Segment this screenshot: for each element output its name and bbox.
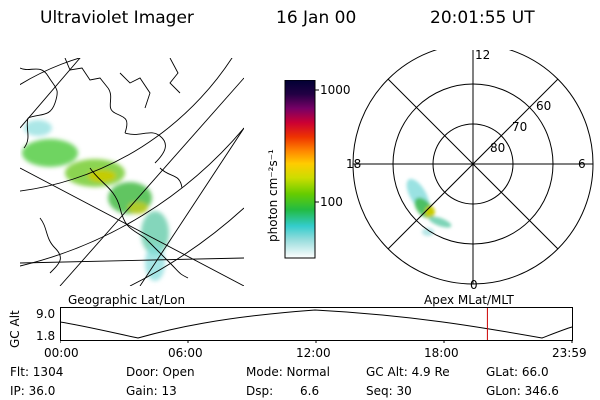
altitude-ytick-9: 9.0: [36, 307, 56, 321]
xtick-1800: 18:00: [424, 346, 459, 360]
info-ip: IP: 36.0: [10, 384, 56, 398]
info-gain: Gain: 13: [126, 384, 177, 398]
projection-label-right: Apex MLat/MLT: [424, 293, 514, 307]
info-glon: GLon: 346.6: [486, 384, 559, 398]
instrument-title: Ultraviolet Imager: [40, 8, 194, 28]
info-seq: Seq: 30: [366, 384, 412, 398]
info-flt: Flt: 1304: [10, 365, 64, 379]
altitude-ytick-1.8: 1.8: [36, 329, 56, 343]
coastlines: [20, 58, 189, 279]
mlt-label-12: 12: [475, 48, 491, 62]
altitude-curve: [60, 309, 573, 339]
aurora-swath: [22, 120, 169, 281]
polar-grid: [352, 50, 594, 285]
altitude-plot: [60, 307, 573, 343]
geographic-map: [20, 58, 244, 286]
mlt-label-18: 18: [346, 157, 362, 171]
colorbar-tick-100: 100: [320, 195, 343, 209]
projection-label-left: Geographic Lat/Lon: [68, 293, 186, 307]
colorbar-unit-label: photon cm⁻²s⁻¹: [266, 149, 280, 242]
colorbar: [284, 80, 319, 259]
xtick-0000: 00:00: [44, 346, 79, 360]
polar-plot: [352, 50, 594, 285]
mlt-label-6: 6: [578, 157, 586, 171]
time-label: 20:01:55 UT: [430, 8, 535, 28]
altitude-ylabel: GC Alt: [8, 310, 22, 348]
info-glat: GLat: 66.0: [486, 365, 549, 379]
lat-lon-grid: [20, 58, 244, 286]
altitude-xticks: [60, 340, 573, 343]
date-label: 16 Jan 00: [276, 8, 357, 28]
colorbar-tick-1000: 1000: [320, 83, 351, 97]
info-mode: Mode: Normal: [246, 365, 330, 379]
info-dsp-label: Dsp:: [246, 384, 274, 398]
xtick-0600: 06:00: [168, 346, 203, 360]
lat-label-70: 70: [512, 120, 528, 134]
lat-label-80: 80: [490, 141, 506, 155]
info-dsp-value: 6.6: [300, 384, 320, 398]
info-door: Door: Open: [126, 365, 195, 379]
mlt-label-0: 0: [470, 278, 478, 292]
xtick-1200: 12:00: [296, 346, 331, 360]
xtick-2359: 23:59: [552, 346, 587, 360]
info-gcalt: GC Alt: 4.9 Re: [366, 365, 450, 379]
aurora-oval: [406, 178, 452, 236]
lat-label-60: 60: [536, 99, 552, 113]
